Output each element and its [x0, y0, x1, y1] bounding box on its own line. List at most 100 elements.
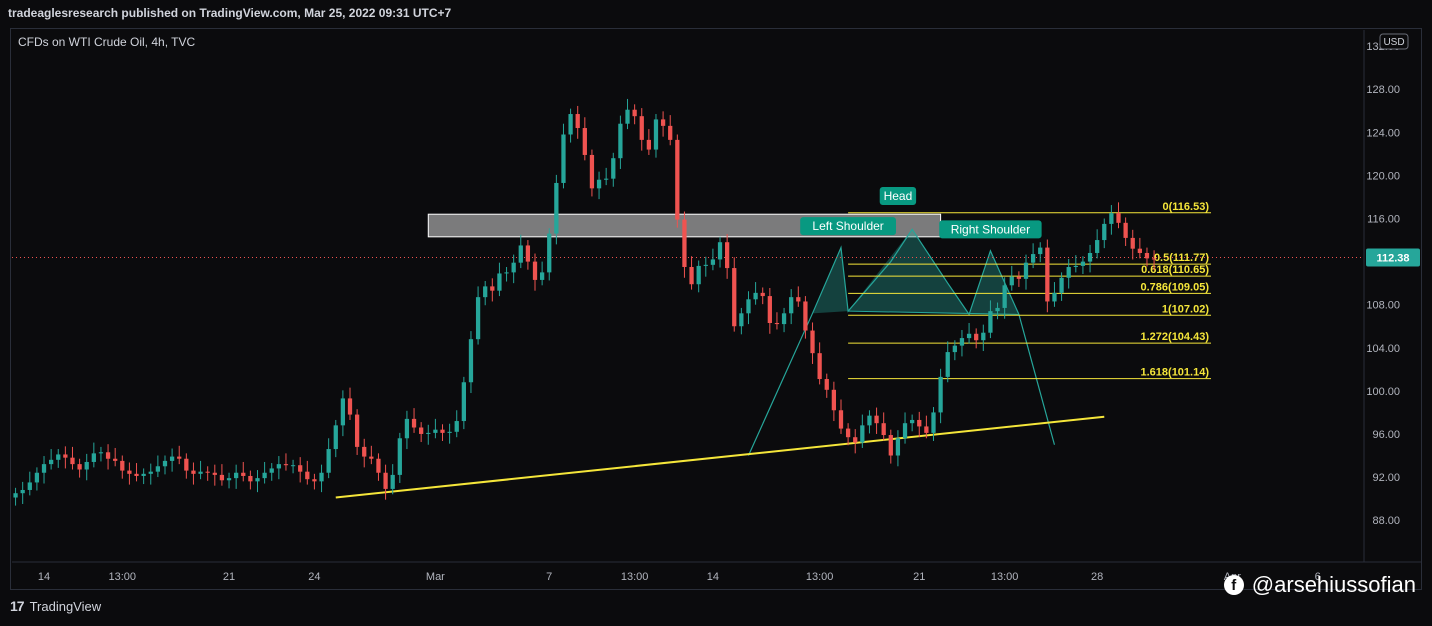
candle[interactable] — [41, 456, 47, 484]
candle[interactable] — [49, 449, 54, 470]
candle[interactable] — [319, 464, 324, 493]
candle[interactable] — [532, 253, 538, 291]
candle[interactable] — [682, 211, 687, 278]
candle[interactable] — [155, 455, 161, 478]
candle[interactable] — [497, 262, 502, 297]
pattern-label[interactable]: Right Shoulder — [939, 220, 1042, 239]
candle[interactable] — [162, 455, 168, 475]
candle[interactable] — [191, 462, 196, 485]
current-price-badge[interactable]: 112.38 — [1366, 248, 1420, 267]
candle[interactable] — [831, 381, 837, 422]
candle[interactable] — [838, 399, 844, 434]
candle[interactable] — [739, 307, 744, 335]
candle[interactable] — [938, 368, 943, 424]
candle[interactable] — [675, 134, 680, 228]
candle[interactable] — [1073, 255, 1078, 273]
candle[interactable] — [397, 432, 402, 483]
candle[interactable] — [326, 438, 331, 479]
candle[interactable] — [91, 442, 96, 468]
candle[interactable] — [127, 462, 132, 485]
candle[interactable] — [134, 463, 139, 482]
pattern-label[interactable]: Head — [879, 186, 917, 205]
candle[interactable] — [1038, 242, 1043, 263]
candle[interactable] — [753, 282, 758, 305]
candle[interactable] — [504, 266, 509, 282]
candle[interactable] — [888, 429, 893, 464]
candle[interactable] — [703, 256, 708, 277]
candle[interactable] — [988, 300, 993, 339]
candle[interactable] — [98, 446, 104, 462]
candle[interactable] — [1109, 205, 1114, 235]
candle[interactable] — [803, 296, 808, 339]
candle[interactable] — [490, 278, 495, 302]
candle[interactable] — [959, 330, 965, 357]
candle[interactable] — [390, 464, 395, 495]
candle[interactable] — [305, 460, 310, 485]
candle[interactable] — [596, 171, 602, 200]
candle[interactable] — [13, 487, 18, 506]
candle[interactable] — [696, 260, 701, 293]
candle[interactable] — [632, 104, 637, 125]
candle[interactable] — [639, 108, 644, 151]
candle[interactable] — [426, 424, 431, 445]
candle[interactable] — [789, 289, 794, 325]
candle[interactable] — [575, 105, 580, 139]
candle[interactable] — [611, 152, 616, 187]
candle[interactable] — [34, 467, 40, 491]
candle[interactable] — [582, 117, 587, 161]
candle[interactable] — [902, 412, 908, 444]
candle[interactable] — [1023, 254, 1029, 290]
candle[interactable] — [774, 312, 780, 330]
candle[interactable] — [895, 430, 901, 467]
candle[interactable] — [454, 410, 459, 438]
candle[interactable] — [234, 464, 239, 489]
candle[interactable] — [931, 407, 936, 441]
candle[interactable] — [725, 234, 730, 279]
candle[interactable] — [340, 390, 346, 437]
candle[interactable] — [1009, 265, 1014, 291]
candle[interactable] — [376, 453, 381, 481]
candle[interactable] — [817, 342, 822, 385]
candle[interactable] — [945, 341, 950, 383]
candle[interactable] — [77, 458, 82, 478]
candle[interactable] — [966, 323, 972, 344]
candle[interactable] — [511, 254, 516, 284]
candle[interactable] — [525, 240, 531, 270]
candle[interactable] — [1059, 272, 1064, 301]
candle[interactable] — [824, 373, 829, 398]
candle[interactable] — [974, 328, 979, 349]
candle[interactable] — [732, 257, 737, 332]
candle[interactable] — [952, 340, 957, 361]
candle[interactable] — [917, 411, 922, 438]
candle[interactable] — [1080, 256, 1086, 274]
candle[interactable] — [924, 415, 929, 439]
candle[interactable] — [646, 129, 651, 155]
candle[interactable] — [995, 302, 1000, 320]
candle[interactable] — [547, 228, 552, 281]
candle[interactable] — [362, 438, 367, 468]
pattern-label[interactable]: Left Shoulder — [800, 217, 897, 236]
candle[interactable] — [369, 445, 374, 465]
candle[interactable] — [589, 149, 595, 197]
candle[interactable] — [283, 453, 289, 471]
candle[interactable] — [1130, 229, 1135, 260]
candle[interactable] — [105, 444, 111, 470]
candle[interactable] — [113, 447, 118, 467]
candle[interactable] — [653, 114, 659, 158]
candle[interactable] — [710, 248, 716, 271]
candle[interactable] — [781, 307, 787, 333]
candle[interactable] — [796, 286, 801, 307]
candle[interactable] — [212, 464, 217, 486]
candle[interactable] — [668, 115, 673, 146]
candle[interactable] — [219, 464, 225, 486]
support-trendline[interactable] — [335, 415, 1105, 499]
candle[interactable] — [810, 322, 815, 364]
candle[interactable] — [383, 464, 388, 500]
candle[interactable] — [475, 286, 481, 345]
candle[interactable] — [262, 461, 267, 484]
candle[interactable] — [312, 473, 317, 490]
candle[interactable] — [404, 410, 410, 450]
candle[interactable] — [241, 461, 246, 482]
candle[interactable] — [1066, 258, 1071, 289]
